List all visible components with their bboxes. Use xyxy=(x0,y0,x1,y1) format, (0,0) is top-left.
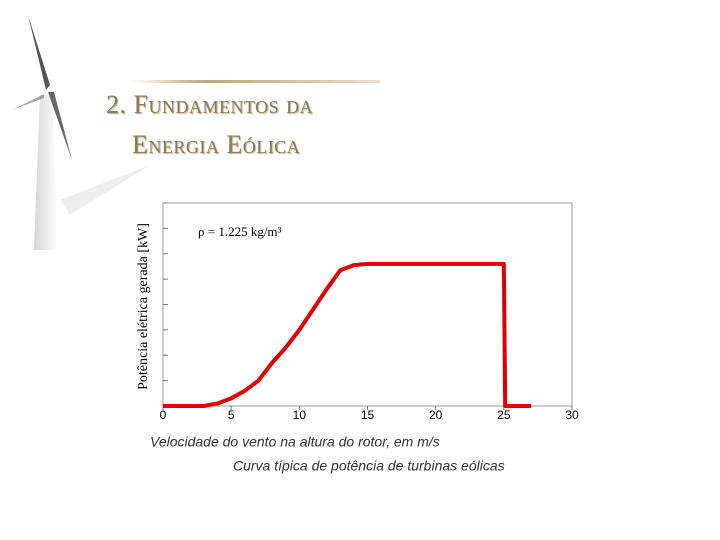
x-tick-label: 30 xyxy=(565,408,579,422)
turbine-blade xyxy=(48,92,72,160)
turbine-tower xyxy=(34,95,58,250)
title-rule xyxy=(130,80,380,83)
caption: Curva típica de potência de turbinas eól… xyxy=(233,458,505,474)
x-axis-label: Velocidade do vento na altura do rotor, … xyxy=(150,434,440,450)
x-tick-label: 15 xyxy=(361,408,375,422)
x-tick-label: 20 xyxy=(429,408,443,422)
power-curve xyxy=(163,261,532,408)
turbine-blade xyxy=(28,15,50,90)
x-tick-label: 5 xyxy=(228,408,235,422)
x-tick-label: 25 xyxy=(497,408,511,422)
annotation: ρ = 1.225 kg/m³ xyxy=(198,224,282,239)
turbine-shadow xyxy=(60,165,150,215)
x-tick-label: 10 xyxy=(293,408,307,422)
slide-title: Energia Eólica xyxy=(132,130,301,159)
turbine-blade xyxy=(12,94,44,110)
slide-title: 2. Fundamentos da xyxy=(106,90,314,119)
x-tick-label: 0 xyxy=(160,408,167,422)
y-axis-label: Potência elétrica gerada [kW] xyxy=(136,223,151,390)
